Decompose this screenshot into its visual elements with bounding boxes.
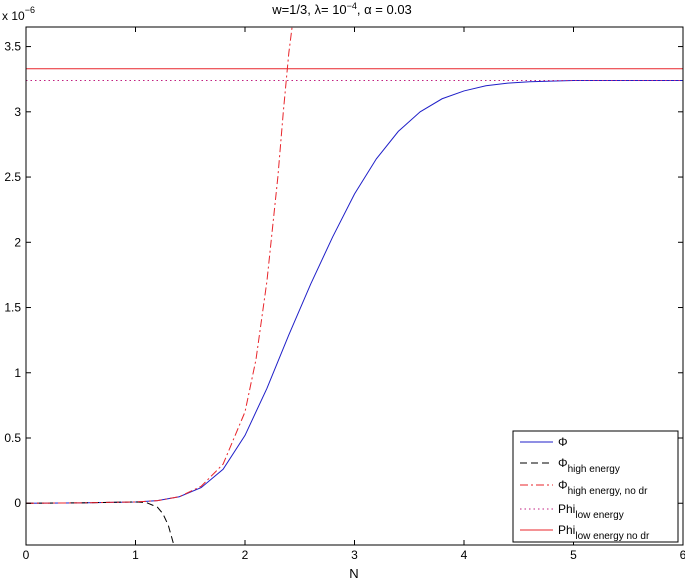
y-tick-label-4: 2 xyxy=(14,235,21,249)
legend-label-sub-5: low energy no dr xyxy=(575,531,650,542)
x-tick-label-6: 6 xyxy=(680,548,685,562)
series-line-2 xyxy=(26,501,175,545)
legend-label-main-5: Phi xyxy=(558,523,575,537)
legend-box xyxy=(512,430,679,543)
legend-label-main-4: Phi xyxy=(558,502,575,516)
legend-label-main-2: Φ xyxy=(558,456,568,470)
legend-label-2: Φhigh energy xyxy=(558,456,620,475)
y-tick-label-7: 3.5 xyxy=(4,40,21,54)
x-tick-label-2: 2 xyxy=(242,548,249,562)
y-tick-label-5: 2.5 xyxy=(4,170,21,184)
y-tick-label-3: 1.5 xyxy=(4,301,21,315)
legend-label-sub-3: high energy, no dr xyxy=(568,486,649,497)
y-tick-label-0: 0 xyxy=(14,496,21,510)
legend-label-main-1: Φ xyxy=(558,435,568,449)
y-tick-label-1: 0.5 xyxy=(4,431,21,445)
y-multiplier: x 10−6 xyxy=(2,5,35,23)
title-lambda-exp: −4 xyxy=(347,1,357,11)
x-tick-label-3: 3 xyxy=(351,548,358,562)
series-line-1 xyxy=(26,80,683,504)
legend-label-sub-4: low energy xyxy=(575,510,623,521)
legend-label-main-3: Φ xyxy=(558,478,568,492)
title-w: w=1/3, xyxy=(271,2,314,17)
x-axis-label: N xyxy=(349,566,358,581)
title-alpha: , α = 0.03 xyxy=(357,2,412,17)
chart-title: w=1/3, λ= 10−4, α = 0.03 xyxy=(271,1,412,17)
x-tick-label-0: 0 xyxy=(23,548,30,562)
y-multiplier-base: x 10 xyxy=(2,9,25,23)
legend-label-1: Φ xyxy=(558,435,568,449)
y-tick-label-2: 1 xyxy=(14,366,21,380)
legend-label-5: Philow energy no dr xyxy=(558,523,650,542)
x-tick-label-4: 4 xyxy=(461,548,468,562)
legend-label-3: Φhigh energy, no dr xyxy=(558,478,648,497)
y-tick-label-6: 3 xyxy=(14,105,21,119)
title-lambda: λ= 10 xyxy=(314,2,346,17)
legend-label-sub-2: high energy xyxy=(568,464,620,475)
y-multiplier-exp: −6 xyxy=(25,5,35,15)
x-tick-label-5: 5 xyxy=(570,548,577,562)
series-line-3 xyxy=(26,27,293,504)
x-tick-label-1: 1 xyxy=(132,548,139,562)
series-group xyxy=(26,27,683,545)
legend-label-4: Philow energy xyxy=(558,502,624,521)
